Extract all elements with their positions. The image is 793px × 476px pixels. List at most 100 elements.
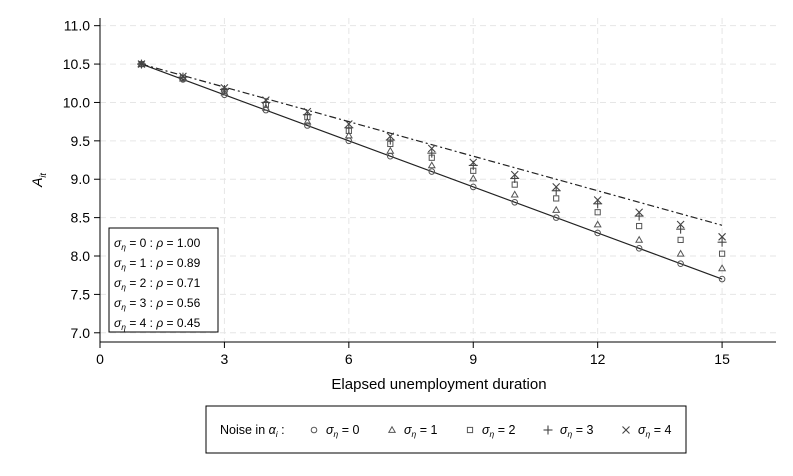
- data-point-s3: [219, 84, 229, 94]
- x-tick-label: 9: [469, 351, 477, 367]
- correlation-box: ση = 0 : ρ = 1.00 ση = 1 : ρ = 0.89 ση = 2…: [108, 227, 219, 333]
- data-point-s4: [552, 183, 561, 191]
- data-point-s4: [386, 132, 395, 141]
- data-point-s0: [594, 229, 601, 237]
- trend-line-solid: [141, 63, 723, 280]
- svg-text:Ait: Ait: [29, 173, 48, 188]
- data-point-s3: [593, 199, 603, 209]
- legend-label: ση = 3: [560, 423, 594, 439]
- data-point-s4: [635, 208, 644, 217]
- data-point-s1: [635, 235, 644, 243]
- y-tick-label: 7.5: [71, 286, 91, 302]
- data-point-s4: [220, 83, 229, 92]
- tick-labels: 7.0 7.5 8.0 8.5 9.0 9.5 10.0 10.5 11.0 0 3 6 9 12 15: [63, 18, 730, 367]
- data-point-s1: [386, 146, 395, 154]
- legend-label: ση = 2: [482, 423, 516, 439]
- data-point-s1: [220, 88, 229, 96]
- data-point-s0: [428, 168, 436, 175]
- data-point-s1: [469, 174, 478, 182]
- data-point-s4: [427, 144, 436, 153]
- data-point-s1: [552, 205, 561, 213]
- data-point-s3: [717, 237, 727, 247]
- y-tick-label: 11.0: [64, 18, 90, 34]
- correlation-line: ση = 4 : ρ = 0.45: [114, 316, 201, 332]
- legend-label: ση = 0: [326, 423, 360, 439]
- y-tick-label: 9.0: [71, 171, 91, 187]
- data-point-s2: [553, 195, 560, 202]
- data-point-s0: [511, 198, 519, 206]
- data-point-s1: [303, 117, 312, 125]
- correlation-line: ση = 3 : ρ = 0.56: [114, 296, 201, 312]
- y-axis-title-sub: it: [38, 173, 48, 178]
- data-point-s2: [677, 236, 684, 243]
- data-point-s3: [344, 123, 354, 133]
- data-point-s2: [636, 222, 643, 230]
- data-point-s3: [510, 173, 520, 183]
- correlation-line: ση = 1 : ρ = 0.89: [114, 256, 201, 272]
- data-point-s4: [137, 60, 146, 68]
- data-point-s4: [344, 120, 353, 128]
- correlation-line: ση = 0 : ρ = 1.00: [114, 236, 201, 252]
- y-tick-label: 8.5: [71, 210, 91, 226]
- data-point-s2: [594, 209, 601, 216]
- x-tick-label: 12: [590, 351, 606, 367]
- legend-label: ση = 4: [638, 423, 672, 439]
- data-point-s1: [718, 264, 727, 272]
- legend-marker: [622, 426, 630, 434]
- y-tick-label: 10.0: [63, 94, 90, 110]
- axes: [99, 18, 776, 343]
- correlation-line: ση = 2 : ρ = 0.71: [114, 276, 201, 292]
- data-point-s0: [677, 260, 684, 267]
- x-tick-label: 6: [345, 351, 353, 367]
- grid-lines: [99, 18, 776, 342]
- data-point-s0: [469, 183, 477, 191]
- data-point-s0: [304, 122, 311, 129]
- data-point-s4: [303, 107, 312, 116]
- data-points: [136, 59, 727, 283]
- x-axis-title: Elapsed unemployment duration: [331, 376, 546, 393]
- trend-lines: [141, 63, 723, 280]
- x-tick-label: 3: [221, 351, 229, 367]
- data-point-s1: [427, 161, 436, 169]
- data-point-s4: [469, 158, 478, 167]
- data-point-s3: [551, 186, 561, 196]
- data-point-s4: [262, 96, 270, 105]
- data-point-s1: [510, 190, 519, 198]
- legend-title: Noise in αi :: [220, 423, 285, 439]
- data-point-s3: [385, 135, 395, 145]
- y-tick-label: 7.0: [71, 325, 91, 341]
- y-axis-title-main: A: [29, 178, 45, 188]
- data-point-s4: [676, 220, 685, 229]
- data-point-s4: [179, 72, 187, 81]
- data-point-s1: [344, 131, 353, 139]
- legend-marker: [466, 426, 474, 434]
- data-point-s4: [718, 232, 726, 241]
- data-point-s1: [593, 220, 602, 228]
- legend: Noise in αi : ση = 0 ση = 1 ση = 2 ση = 3 ση …: [205, 405, 687, 454]
- data-point-s4: [510, 170, 519, 179]
- y-tick-label: 10.5: [63, 56, 90, 72]
- data-point-s0: [552, 214, 560, 221]
- trend-line-dashdot: [141, 63, 723, 226]
- y-axis-title: Ait: [29, 173, 48, 188]
- data-point-s1: [676, 249, 685, 257]
- data-point-s0: [635, 245, 643, 252]
- legend-frame: [205, 405, 687, 454]
- data-point-s3: [427, 148, 437, 158]
- legend-marker: [310, 426, 318, 434]
- data-point-s2: [718, 250, 726, 257]
- legend-marker: [387, 425, 397, 433]
- correlation-box-frame: [108, 227, 219, 333]
- y-tick-label: 8.0: [71, 248, 91, 264]
- data-point-s4: [593, 196, 602, 204]
- data-point-s3: [634, 211, 644, 221]
- y-tick-label: 9.5: [71, 133, 91, 149]
- data-point-s3: [261, 97, 271, 107]
- legend-label: ση = 1: [404, 423, 438, 439]
- legend-marker: [543, 425, 553, 435]
- x-tick-label: 15: [714, 351, 730, 367]
- data-point-s0: [718, 275, 726, 283]
- x-tick-label: 0: [96, 351, 104, 367]
- data-point-s3: [676, 224, 686, 234]
